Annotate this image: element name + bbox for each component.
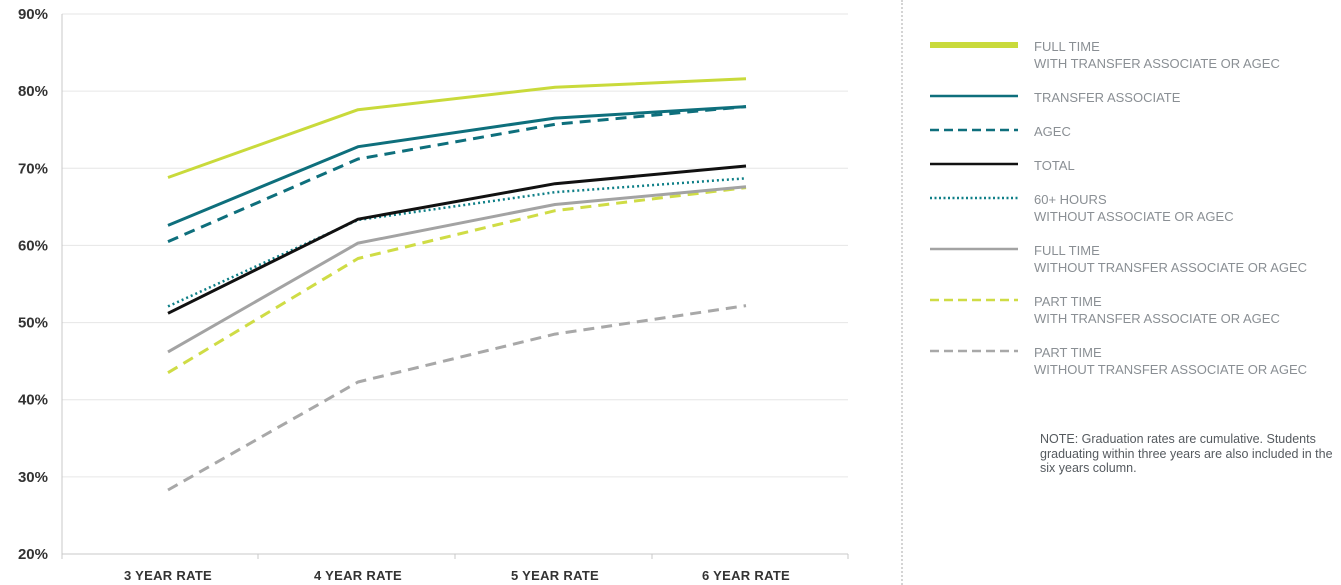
y-tick-label: 30%: [18, 469, 48, 486]
legend-label-line1: AGEC: [1034, 124, 1071, 139]
series-line: [167, 185, 747, 354]
legend-swatch: [930, 298, 1018, 302]
y-tick-label: 20%: [18, 546, 48, 563]
legend-label: FULL TIME WITH TRANSFER ASSOCIATE OR AGEC: [1034, 38, 1280, 72]
legend-label: 60+ HOURS WITHOUT ASSOCIATE OR AGEC: [1034, 191, 1234, 225]
x-tick-label: 4 YEAR RATE: [314, 568, 402, 583]
y-tick-label: 90%: [18, 6, 48, 23]
legend-label-line2: WITHOUT ASSOCIATE OR AGEC: [1034, 209, 1234, 224]
legend-item: TRANSFER ASSOCIATE: [930, 89, 1335, 123]
legend-item: FULL TIME WITHOUT TRANSFER ASSOCIATE OR A…: [930, 242, 1335, 293]
y-tick-label: 80%: [18, 83, 48, 100]
legend-label: PART TIME WITH TRANSFER ASSOCIATE OR AGEC: [1034, 293, 1280, 327]
legend-swatch: [930, 196, 1018, 200]
series-line: [167, 304, 747, 492]
line-chart: 20% 30% 40% 50% 60% 70% 80% 90% 3 YEAR RATE 4 YE…: [18, 6, 849, 583]
legend-label: TOTAL: [1034, 157, 1075, 174]
x-tick-label: 5 YEAR RATE: [511, 568, 599, 583]
series-lines: [167, 77, 747, 492]
series-line: [167, 105, 747, 227]
legend-item: PART TIME WITH TRANSFER ASSOCIATE OR AGEC: [930, 293, 1335, 344]
legend-swatch: [930, 349, 1018, 353]
legend-item: TOTAL: [930, 157, 1335, 191]
legend-label-line2: WITHOUT TRANSFER ASSOCIATE OR AGEC: [1034, 260, 1308, 275]
series-line: [167, 164, 747, 315]
legend-swatch: [930, 162, 1018, 166]
series-line: [167, 105, 747, 243]
y-axis: 20% 30% 40% 50% 60% 70% 80% 90%: [18, 6, 63, 563]
series-line: [167, 77, 747, 179]
x-axis: 3 YEAR RATE 4 YEAR RATE 5 YEAR RATE 6 YEAR …: [61, 554, 849, 583]
legend-label-line1: PART TIME: [1034, 294, 1102, 309]
legend-swatch: [930, 247, 1018, 251]
legend-label: FULL TIME WITHOUT TRANSFER ASSOCIATE OR A…: [1034, 242, 1307, 276]
y-tick-label: 40%: [18, 392, 48, 409]
legend-label-line1: FULL TIME: [1034, 39, 1100, 54]
legend-label-line1: TOTAL: [1034, 158, 1075, 173]
legend-label-line1: TRANSFER ASSOCIATE: [1034, 90, 1181, 105]
legend-label: AGEC: [1034, 123, 1071, 140]
y-tick-label: 70%: [18, 160, 48, 177]
legend-item: 60+ HOURS WITHOUT ASSOCIATE OR AGEC: [930, 191, 1335, 242]
legend-divider: [901, 0, 903, 585]
legend-label: PART TIME WITHOUT TRANSFER ASSOCIATE OR A…: [1034, 344, 1307, 378]
legend-label-line2: WITH TRANSFER ASSOCIATE OR AGEC: [1034, 311, 1280, 326]
x-tick-label: 6 YEAR RATE: [702, 568, 790, 583]
y-tick-label: 50%: [18, 315, 48, 332]
y-tick-label: 60%: [18, 237, 48, 254]
legend-label-line2: WITH TRANSFER ASSOCIATE OR AGEC: [1034, 56, 1280, 71]
legend-label-line1: 60+ HOURS: [1034, 192, 1107, 207]
series-line: [167, 186, 747, 374]
legend-label: TRANSFER ASSOCIATE: [1034, 89, 1180, 106]
x-tick-label: 3 YEAR RATE: [124, 568, 212, 583]
gridlines: [62, 13, 848, 555]
legend-swatch: [930, 128, 1018, 132]
legend-label-line1: PART TIME: [1034, 345, 1102, 360]
legend-swatch: [930, 94, 1018, 98]
legend-item: FULL TIME WITH TRANSFER ASSOCIATE OR AGEC: [930, 38, 1335, 89]
legend-label-line2: WITHOUT TRANSFER ASSOCIATE OR AGEC: [1034, 362, 1308, 377]
legend-item: PART TIME WITHOUT TRANSFER ASSOCIATE OR A…: [930, 344, 1335, 395]
legend-swatch: [930, 42, 1018, 48]
legend-item: AGEC: [930, 123, 1335, 157]
chart-note: NOTE: Graduation rates are cumulative. S…: [1040, 432, 1333, 475]
legend-label-line1: FULL TIME: [1034, 243, 1100, 258]
legend: FULL TIME WITH TRANSFER ASSOCIATE OR AGEC…: [930, 38, 1335, 395]
